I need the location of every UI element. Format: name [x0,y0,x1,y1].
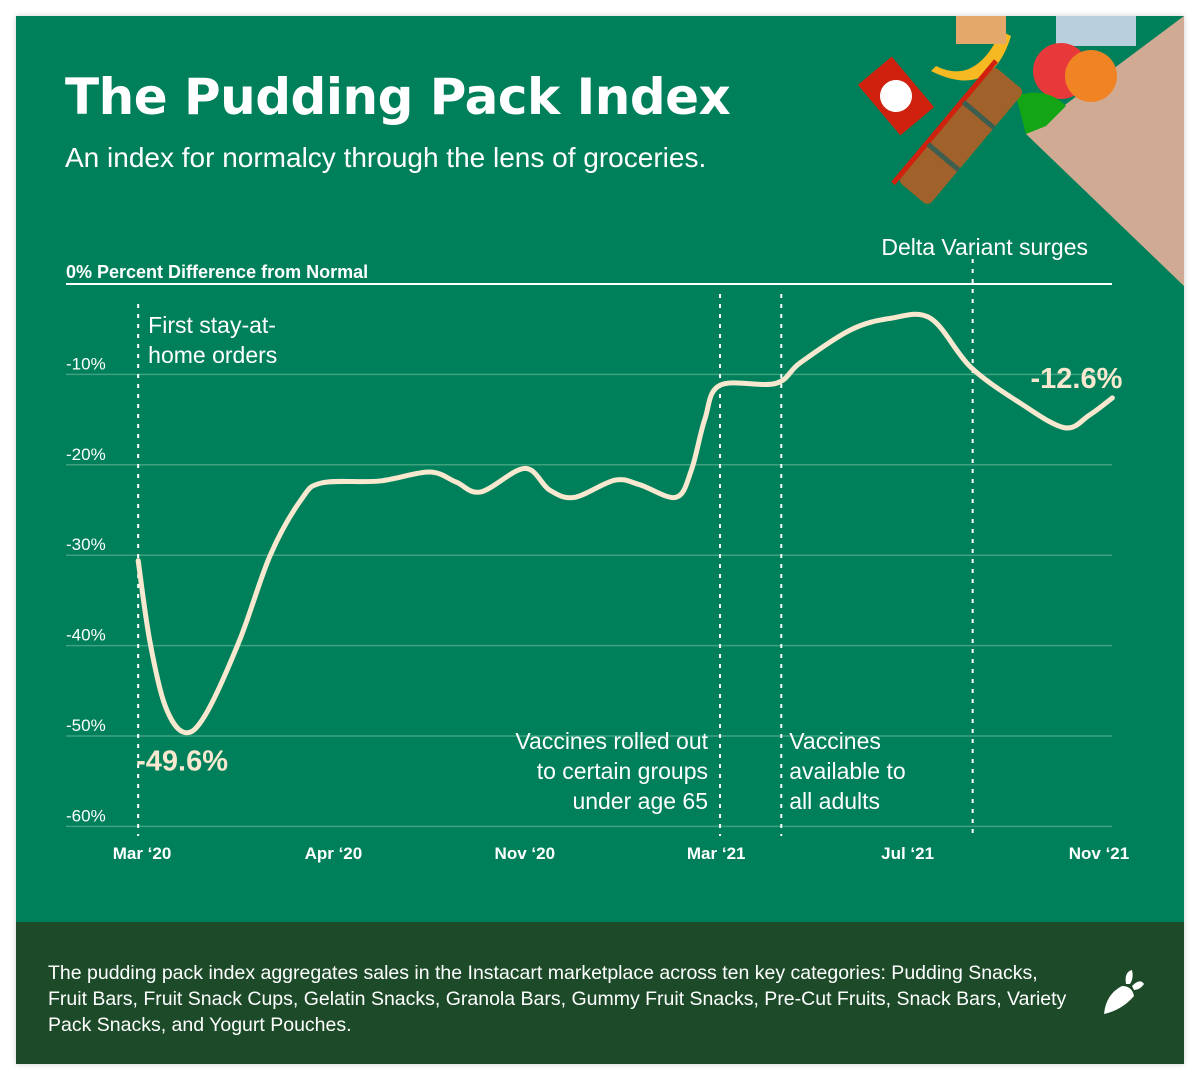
y-tick-label: -20% [66,445,106,464]
x-tick-label: Mar ‘20 [113,844,172,863]
y-tick-label: -40% [66,626,106,645]
index-line [135,311,1115,736]
event-annotation: home orders [148,342,277,368]
min-data-label: -49.6% [136,745,228,777]
line-chart: 0% Percent Difference from Normal -10% -20… [66,234,1129,863]
event-annotation: Delta Variant surges [881,234,1088,260]
footer: The pudding pack index aggregates sales … [16,922,1184,1064]
y-tick-label: -10% [66,354,106,373]
page-title: The Pudding Pack Index [65,68,731,126]
x-tick-label: Apr ‘20 [305,844,363,863]
x-tick-label: Jul ‘21 [881,844,934,863]
event-annotation: Vaccines [789,728,881,754]
y-tick-label: -30% [66,535,106,554]
carrot-logo-icon [1104,970,1144,1014]
x-tick-label: Nov ‘21 [1069,844,1129,863]
event-annotation: under age 65 [572,788,708,814]
x-tick-label: Nov ‘20 [495,844,555,863]
y-axis-title: 0% Percent Difference from Normal [66,262,368,282]
footer-text: The pudding pack index aggregates sales … [48,962,1067,1036]
x-tick-label: Mar ‘21 [687,844,746,863]
last-data-label: -12.6% [1031,363,1123,395]
event-annotation: all adults [789,788,880,814]
event-annotation: available to [789,758,905,784]
infographic-card: The Pudding Pack Index An index for norm… [16,16,1184,1064]
event-annotation: Vaccines rolled out [515,728,708,754]
page-subtitle: An index for normalcy through the lens o… [65,142,707,173]
y-tick-label: -50% [66,716,106,735]
event-annotation: First stay-at- [148,312,276,338]
y-tick-label: -60% [66,806,106,825]
grocery-bag-illustration [857,16,1184,286]
event-annotation: to certain groups [537,758,708,784]
